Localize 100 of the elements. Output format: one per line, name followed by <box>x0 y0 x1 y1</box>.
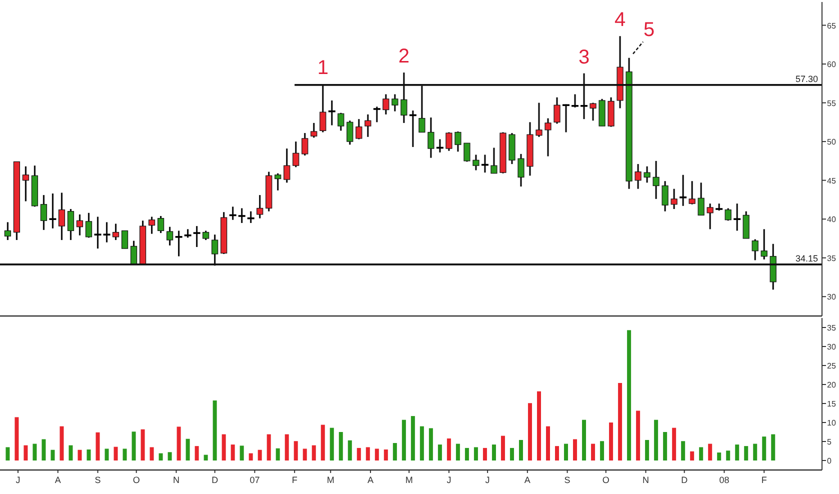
bar <box>672 428 676 460</box>
candlestick <box>742 210 750 240</box>
y-tick-label: 15 <box>827 400 836 408</box>
bar <box>158 453 163 460</box>
bar <box>690 451 694 460</box>
candlestick <box>148 216 156 235</box>
bar <box>681 441 686 460</box>
bar <box>663 432 668 460</box>
candlestick <box>302 132 308 156</box>
bar <box>428 428 433 460</box>
candlestick <box>518 153 524 188</box>
candlestick <box>544 117 552 158</box>
x-tick-label: S <box>94 475 101 485</box>
bar <box>528 403 532 460</box>
candlestick <box>464 142 470 163</box>
bar <box>140 429 145 460</box>
candlestick <box>364 114 372 138</box>
bar <box>518 440 523 460</box>
y-tick-label: 25 <box>827 362 836 370</box>
x-tick-label: A <box>367 475 374 485</box>
candlestick <box>58 192 66 241</box>
bar <box>186 438 190 460</box>
bar <box>600 441 604 460</box>
bar <box>302 448 307 460</box>
candlestick <box>392 93 398 112</box>
candlestick <box>490 146 498 174</box>
candlestick <box>112 222 120 241</box>
y-tick-label: 45 <box>827 176 836 186</box>
y-tick-label: 30 <box>827 292 836 302</box>
x-tick-label: M <box>326 475 334 485</box>
bar <box>24 445 28 460</box>
bar <box>492 444 496 460</box>
bar <box>50 450 55 460</box>
bar <box>744 446 748 460</box>
bar <box>762 436 766 460</box>
bar <box>266 434 271 460</box>
y-tick-label: 65 <box>827 21 836 30</box>
bar <box>248 453 253 460</box>
bar <box>771 434 776 460</box>
candlestick <box>85 212 92 238</box>
x-tick-label: J <box>446 475 452 485</box>
annotation: 3 <box>578 46 590 68</box>
candlestick <box>472 154 480 172</box>
candlestick <box>590 102 596 122</box>
candlestick <box>652 160 660 200</box>
candlestick <box>256 194 264 220</box>
bar <box>60 426 64 460</box>
bar <box>536 391 541 460</box>
bar <box>68 445 73 460</box>
candlestick <box>67 208 74 241</box>
y-tick-label: 10 <box>827 418 836 428</box>
bar <box>446 438 451 460</box>
bar <box>276 448 280 460</box>
bar <box>230 444 235 460</box>
y-tick-label: 60 <box>827 60 836 70</box>
bar <box>150 447 154 460</box>
bar <box>753 444 758 460</box>
bar <box>410 416 415 460</box>
candlestick <box>662 180 668 212</box>
candlestick <box>698 182 704 216</box>
candlestick <box>724 207 732 222</box>
bar <box>194 446 199 460</box>
x-tick-label: M <box>405 475 413 485</box>
candlestick <box>446 131 452 152</box>
candlestick <box>554 96 560 125</box>
bar <box>456 444 460 460</box>
y-tick-label: 55 <box>827 98 836 108</box>
bar <box>14 417 19 460</box>
bar <box>474 447 478 460</box>
bar <box>464 448 469 460</box>
y-tick-label: 35 <box>827 324 836 332</box>
y-tick-label: 20 <box>827 380 836 390</box>
x-tick-label: D <box>681 475 688 485</box>
bar <box>176 426 181 460</box>
bar <box>510 448 514 460</box>
x-tick-label: F <box>292 475 298 485</box>
bar <box>42 439 46 460</box>
bar <box>330 428 334 460</box>
x-tick-label: D <box>212 475 219 485</box>
bar <box>294 441 298 460</box>
bar <box>348 440 352 460</box>
candlestick <box>121 230 128 250</box>
candlestick <box>382 93 390 116</box>
bar <box>735 444 740 460</box>
bar <box>122 448 127 460</box>
bar <box>482 448 487 460</box>
x-tick-label: A <box>524 475 530 485</box>
candlestick <box>292 140 300 168</box>
candlestick <box>40 194 48 231</box>
y-tick-label: 35 <box>827 254 836 263</box>
candlestick <box>454 130 462 152</box>
x-tick-label: J <box>485 475 490 485</box>
ref-line-label: 34.15 <box>795 253 818 264</box>
y-tick-label: 30 <box>827 342 836 352</box>
bar <box>438 444 442 460</box>
bar <box>564 444 568 460</box>
y-tick-label: 0 <box>827 456 832 466</box>
bar <box>726 450 730 460</box>
candlestick <box>22 166 30 202</box>
bar <box>392 443 397 460</box>
